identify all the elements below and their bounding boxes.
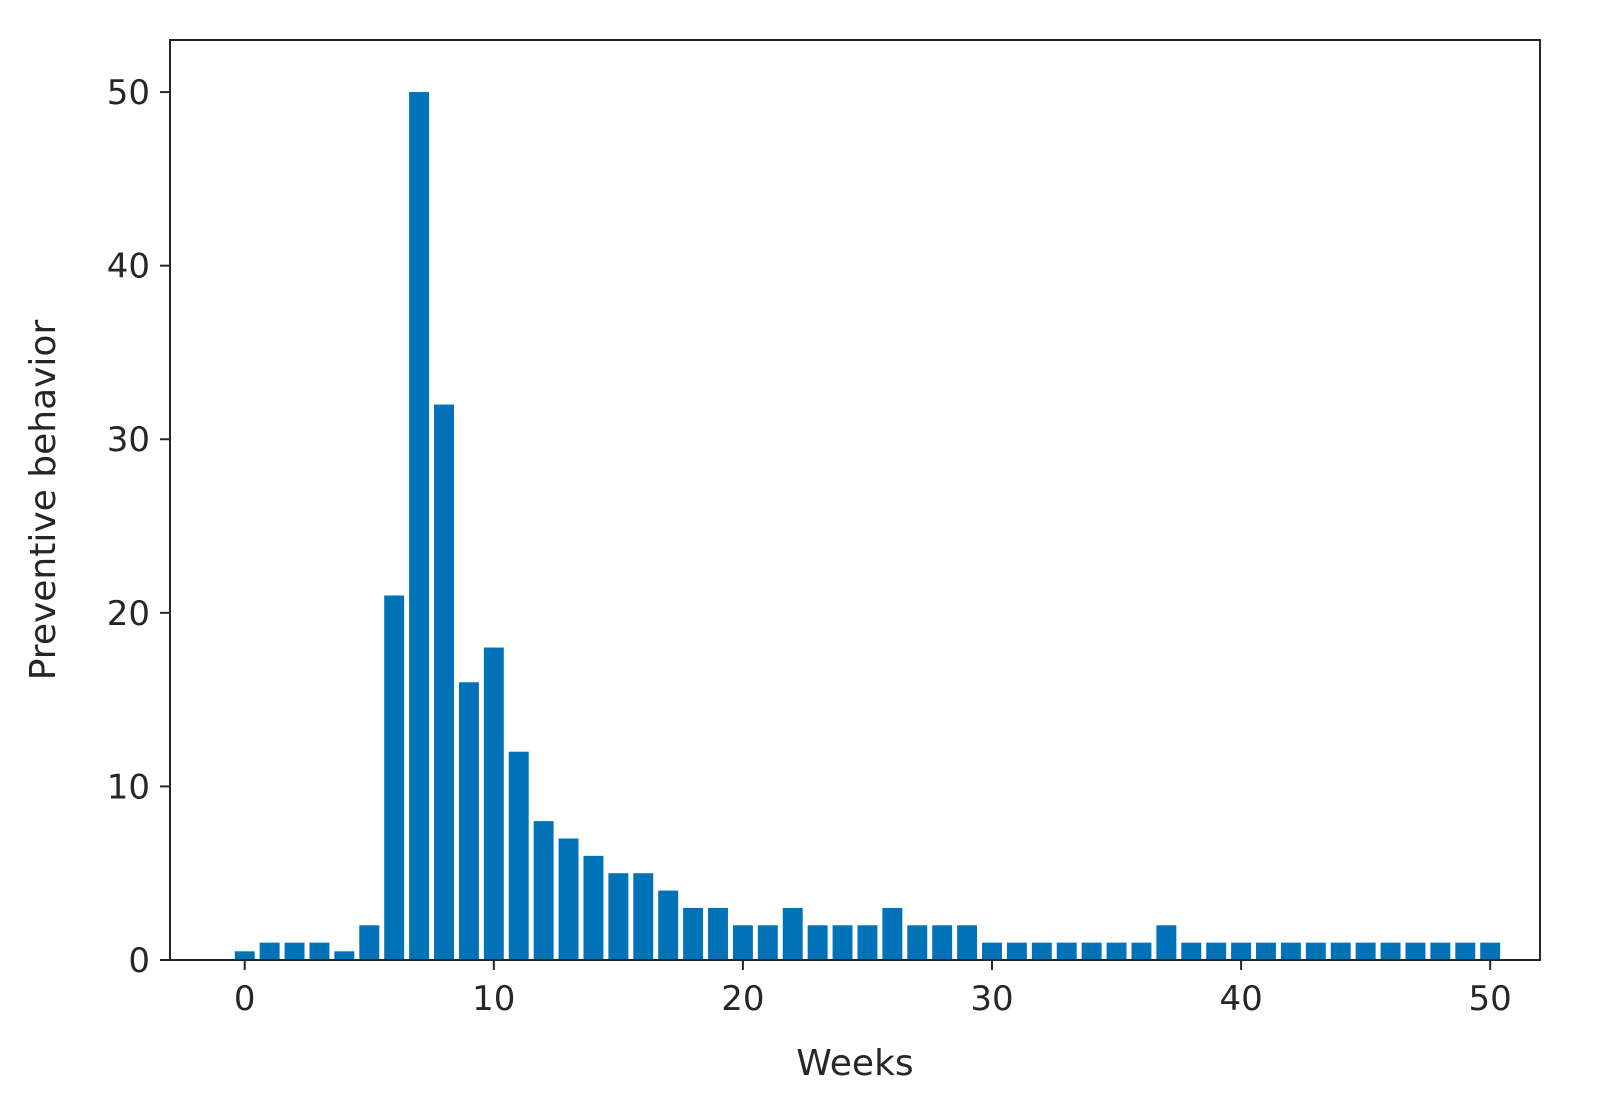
- y-tick-label: 0: [128, 941, 150, 981]
- bar: [857, 925, 878, 960]
- y-tick-label: 40: [107, 247, 150, 287]
- x-tick-label: 30: [970, 979, 1013, 1019]
- y-tick-label: 50: [107, 73, 150, 113]
- bar: [359, 925, 380, 960]
- bar: [434, 404, 454, 960]
- y-tick-label: 30: [107, 420, 150, 460]
- y-tick-label: 20: [107, 594, 150, 634]
- bar: [832, 925, 853, 960]
- bar: [1405, 942, 1426, 960]
- bar: [1131, 942, 1152, 960]
- bar: [284, 942, 305, 960]
- bar: [1156, 925, 1177, 960]
- y-axis-label: Preventive behavior: [23, 320, 64, 681]
- bar: [1056, 942, 1077, 960]
- bar: [558, 838, 579, 960]
- x-tick-label: 40: [1219, 979, 1262, 1019]
- y-axis-ticks: 0 10 20 30 40 50: [107, 73, 170, 981]
- bar: [633, 873, 654, 960]
- plot-frame: [169, 39, 1541, 961]
- x-axis-ticks: 0 10 20 30 40 50: [234, 960, 1512, 1019]
- bar: [807, 925, 828, 960]
- bar: [1305, 942, 1326, 960]
- x-tick-label: 50: [1469, 979, 1512, 1019]
- bar: [608, 873, 629, 960]
- bar: [932, 925, 953, 960]
- x-tick-label: 0: [234, 979, 256, 1019]
- bar: [1455, 942, 1476, 960]
- bar: [1231, 942, 1252, 960]
- bar: [732, 925, 753, 960]
- x-tick-label: 10: [472, 979, 515, 1019]
- bar: [1280, 942, 1301, 960]
- bar: [1106, 942, 1127, 960]
- bar: [1031, 942, 1052, 960]
- bar: [458, 682, 479, 960]
- bar: [508, 751, 529, 960]
- bar: [957, 925, 978, 960]
- bar: [1480, 942, 1501, 960]
- bar: [1256, 942, 1276, 960]
- bar: [708, 907, 728, 960]
- bar: [683, 907, 704, 960]
- bar: [234, 951, 255, 960]
- bar: [757, 925, 778, 960]
- bar: [1206, 942, 1227, 960]
- bar: [1006, 942, 1027, 960]
- bar: [1181, 942, 1202, 960]
- bar: [1430, 942, 1451, 960]
- bar: [1081, 942, 1102, 960]
- x-axis-label: Weeks: [796, 1043, 913, 1084]
- bar: [583, 855, 604, 960]
- bar: [483, 647, 504, 960]
- bar: [533, 821, 554, 960]
- bar: [907, 925, 928, 960]
- bar: [782, 907, 803, 960]
- bar: [1330, 942, 1351, 960]
- bars-group: [234, 92, 1501, 961]
- bar: [982, 942, 1002, 960]
- bar: [658, 890, 679, 960]
- x-tick-label: 20: [721, 979, 764, 1019]
- bar: [334, 951, 355, 960]
- bar: [309, 942, 330, 960]
- bar: [384, 595, 405, 960]
- bar: [1380, 942, 1401, 960]
- bar: [259, 942, 280, 960]
- bar: [1355, 942, 1376, 960]
- bar: [409, 92, 430, 961]
- y-tick-label: 10: [107, 767, 150, 807]
- bar: [882, 907, 903, 960]
